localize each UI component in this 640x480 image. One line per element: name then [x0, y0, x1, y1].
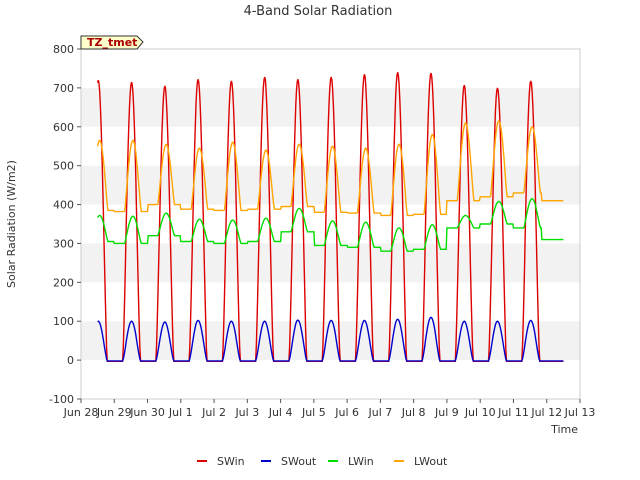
legend-label: LWin	[348, 455, 374, 468]
grid-band	[81, 321, 580, 361]
y-axis-ticks: -100 0 100 200 300 400 500 600 700 800	[49, 43, 81, 406]
x-tick-label: Jul 8	[401, 406, 426, 419]
x-tick-label: Jul 9	[434, 406, 459, 419]
x-tick-label: Jun 30	[129, 406, 165, 419]
x-tick-label: Jul 1	[168, 406, 193, 419]
x-tick-label: Jul 7	[368, 406, 393, 419]
x-tick-label: Jul 2	[201, 406, 226, 419]
y-axis-label: Solar Radiation (W/m2)	[5, 160, 18, 288]
x-axis-label: Time	[550, 423, 578, 436]
y-tick-label: -100	[49, 393, 74, 406]
y-tick-label: 800	[53, 43, 74, 56]
x-tick-label: Jul 4	[268, 406, 293, 419]
grid-band	[81, 282, 580, 322]
x-tick-label: Jun 28	[63, 406, 99, 419]
y-tick-label: 700	[53, 82, 74, 95]
x-tick-label: Jul 12	[530, 406, 562, 419]
plot-area	[80, 48, 581, 400]
series-lines	[96, 72, 564, 362]
grid-band	[81, 243, 580, 283]
y-tick-label: 0	[67, 354, 74, 367]
chart-title: 4-Band Solar Radiation	[244, 4, 393, 19]
x-tick-label: Jul 6	[334, 406, 359, 419]
annotation-label: TZ_tmet	[87, 36, 137, 49]
y-tick-label: 200	[53, 276, 74, 289]
legend-label: LWout	[414, 455, 448, 468]
x-tick-label: Jul 11	[497, 406, 529, 419]
grid-band	[81, 126, 580, 166]
grid-band	[81, 87, 580, 127]
x-tick-label: Jul 3	[234, 406, 259, 419]
grid-band	[81, 165, 580, 205]
y-tick-label: 500	[53, 160, 74, 173]
grid-band	[81, 360, 580, 399]
annotation-box: TZ_tmet	[80, 35, 144, 50]
series-line-lwin	[96, 197, 564, 252]
y-tick-label: 600	[53, 121, 74, 134]
x-tick-label: Jul 5	[301, 406, 326, 419]
y-tick-label: 400	[53, 199, 74, 212]
legend-label: SWin	[217, 455, 245, 468]
series-line-swout	[97, 316, 564, 362]
y-tick-label: 300	[53, 237, 74, 250]
annotation-box-shape	[80, 35, 144, 50]
legend: SWin SWout LWin LWout	[197, 455, 448, 468]
legend-label: SWout	[281, 455, 317, 468]
x-tick-label: Jul 13	[564, 406, 596, 419]
y-tick-label: 100	[53, 315, 74, 328]
x-tick-label: Jul 10	[464, 406, 496, 419]
series-line-lwout	[96, 120, 564, 217]
x-tick-label: Jun 29	[96, 406, 132, 419]
